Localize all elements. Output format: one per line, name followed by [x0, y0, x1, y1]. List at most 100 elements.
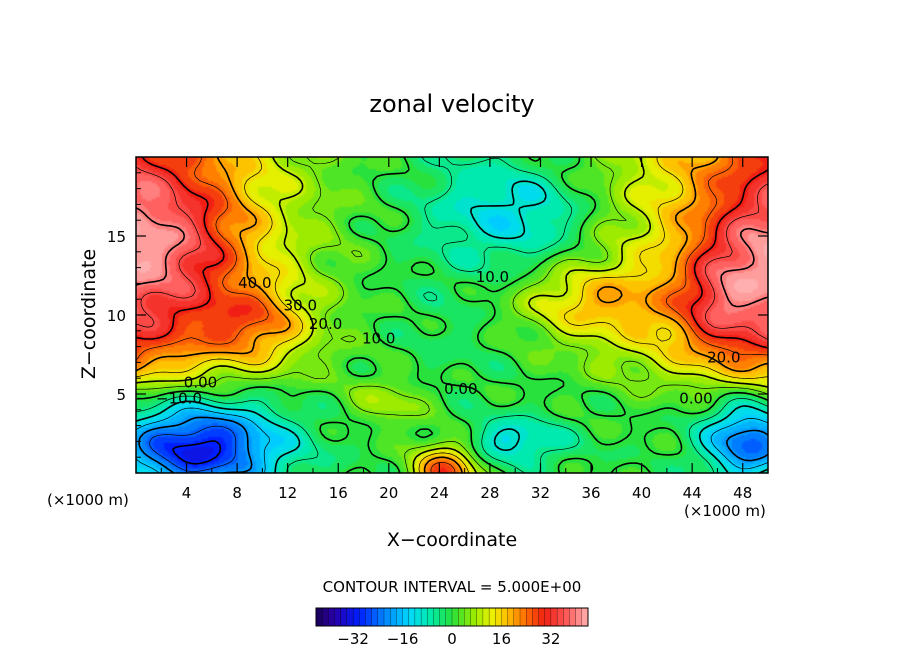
colorbar-cell — [532, 607, 539, 627]
colorbar-cell — [328, 607, 335, 627]
contour-line — [136, 407, 768, 473]
x-axis-ticks: 4 8 12 16 20 24 28 32 36 40 44 48 — [160, 157, 752, 502]
colorbar-cell — [488, 607, 496, 627]
contour-label: 10.0 — [362, 329, 395, 347]
colorbar-cell — [414, 607, 422, 627]
colorbar-cell — [569, 607, 577, 627]
contour-line — [136, 166, 768, 340]
colorbar-tick-label: −16 — [387, 630, 419, 648]
y-tick-label: 15 — [107, 228, 126, 246]
colorbar-cell — [396, 607, 403, 627]
contour-line — [149, 425, 237, 472]
contour-line — [136, 157, 768, 473]
colorbar-cell — [359, 607, 366, 627]
y-axis-label: Z−coordinate — [78, 249, 100, 379]
colorbar-cell — [433, 607, 441, 627]
colorbar-cell — [377, 607, 385, 627]
colorbar-cell — [371, 607, 379, 627]
x-tick-label: 40 — [632, 484, 651, 502]
contour-line — [136, 157, 768, 349]
x-unit-right: (×1000 m) — [684, 502, 766, 520]
colorbar-tick-label: 16 — [492, 630, 511, 648]
contour-label: 30.0 — [284, 296, 317, 314]
y-tick-label: 5 — [116, 386, 126, 404]
colorbar-cell — [365, 607, 373, 627]
colorbar-cell — [346, 607, 354, 627]
contour-line — [136, 207, 768, 308]
colorbar-cell — [544, 607, 552, 627]
x-tick-label: 20 — [379, 484, 398, 502]
colorbar-cell — [315, 607, 323, 627]
chart-title: zonal velocity — [369, 90, 534, 118]
contour-labels: 40.030.020.010.010.00.00−10.00.0020.00.0… — [156, 268, 740, 408]
colorbar-tick-label: 0 — [447, 630, 457, 648]
x-axis-label: X−coordinate — [387, 529, 517, 551]
colorbar-cell — [563, 607, 570, 627]
contour-line — [136, 157, 768, 473]
colorbar-cell — [495, 607, 502, 627]
contour-line — [136, 157, 768, 473]
colorbar-cell — [390, 607, 397, 627]
colorbar-cell — [427, 607, 434, 627]
colorbar-cell — [334, 607, 342, 627]
velocity-field-image — [136, 157, 768, 473]
colorbar-ticks: −32 −16 0 16 32 — [337, 630, 560, 648]
colorbar-cell — [445, 607, 453, 627]
colorbar-cell — [439, 607, 447, 627]
colorbar-cell — [556, 607, 564, 627]
colorbar-tick-label: 32 — [541, 630, 560, 648]
contour-interval-note: CONTOUR INTERVAL = 5.000E+00 — [323, 578, 582, 596]
colorbar-tick-label: −32 — [337, 630, 369, 648]
x-tick-label: 24 — [430, 484, 449, 502]
colorbar-cell — [458, 607, 465, 627]
contour-label: −10.0 — [156, 390, 202, 408]
colorbar-cell — [476, 607, 484, 627]
colorbar: −32 −16 0 16 32 — [315, 607, 589, 648]
colorbar-cell — [550, 607, 558, 627]
contour-line — [136, 157, 768, 473]
y-axis-ticks: 5 10 15 — [107, 172, 768, 458]
contour-line — [136, 180, 768, 473]
y-tick-label: 10 — [107, 307, 126, 325]
colorbar-cell — [538, 607, 546, 627]
colorbar-cell — [507, 607, 515, 627]
colorbar-cell — [470, 607, 478, 627]
x-tick-label: 44 — [683, 484, 702, 502]
contour-label: 40.0 — [238, 274, 271, 292]
colorbar-cell — [513, 607, 521, 627]
contour-line — [136, 157, 768, 473]
colorbar-cell — [526, 607, 533, 627]
x-tick-label: 32 — [531, 484, 550, 502]
x-tick-label: 12 — [278, 484, 297, 502]
contour-label: 0.00 — [679, 390, 712, 408]
x-tick-label: 16 — [329, 484, 348, 502]
colorbar-cell — [451, 607, 459, 627]
colorbar-frame — [315, 607, 589, 627]
x-tick-label: 8 — [232, 484, 242, 502]
colorbar-cell — [383, 607, 391, 627]
colorbar-cell — [322, 607, 329, 627]
x-tick-label: 48 — [733, 484, 752, 502]
contour-label: 20.0 — [707, 348, 740, 366]
contour-label: 0.00 — [184, 374, 217, 392]
contour-line — [171, 440, 222, 465]
contour-line — [136, 157, 768, 473]
contour-label: 0.00 — [444, 380, 477, 398]
colorbar-cell — [408, 607, 416, 627]
colorbar-cell — [581, 607, 589, 627]
colorbar-cell — [464, 607, 471, 627]
contour-line — [138, 416, 768, 473]
contour-label: 20.0 — [309, 315, 342, 333]
colorbar-cell — [575, 607, 583, 627]
colorbar-cell — [420, 607, 428, 627]
colorbar-cell — [402, 607, 410, 627]
colorbar-cell — [501, 607, 509, 627]
x-tick-label: 36 — [581, 484, 600, 502]
colorbar-cell — [352, 607, 360, 627]
colorbar-cell — [340, 607, 348, 627]
colorbar-cells — [315, 607, 589, 627]
plot-area: 40.030.020.010.010.00.00−10.00.0020.00.0… — [135, 156, 769, 474]
contour-lines — [136, 157, 768, 473]
colorbar-cell — [519, 607, 527, 627]
